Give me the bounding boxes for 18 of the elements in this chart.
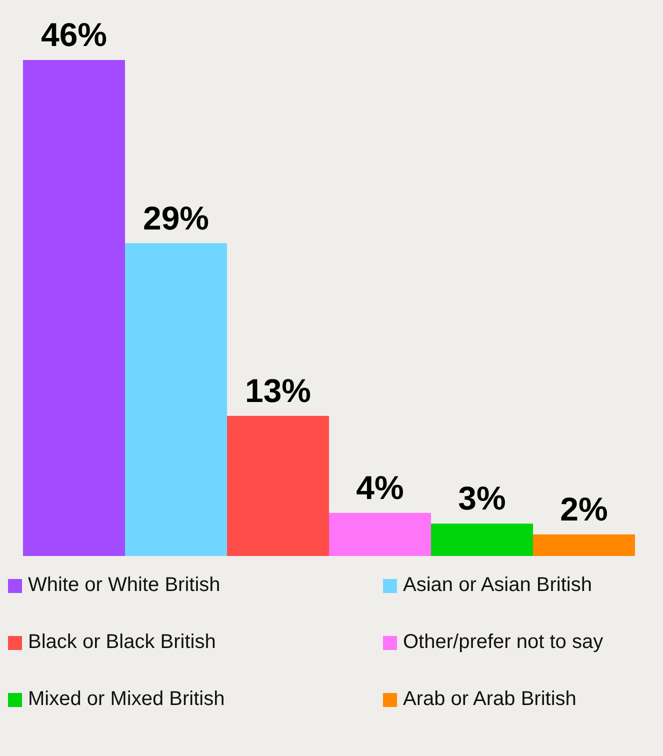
data-label: 3%	[458, 480, 506, 517]
data-label: 4%	[356, 468, 404, 506]
data-label: 29%	[142, 199, 210, 236]
legend-label: Asian or Asian British	[403, 574, 592, 597]
legend-label: Arab or Arab British	[403, 688, 576, 711]
bar	[125, 243, 227, 556]
bar	[227, 416, 329, 556]
legend-label: Black or Black British	[28, 631, 216, 654]
legend-label: Other/prefer not to say	[403, 631, 604, 654]
data-label: 13%	[244, 372, 312, 409]
bar	[23, 60, 125, 556]
data-label: 2%	[560, 490, 608, 528]
bar	[431, 524, 533, 556]
legend-label: White or White British	[28, 574, 220, 597]
legend-label: Mixed or Mixed British	[28, 688, 225, 711]
bar	[533, 534, 635, 556]
bar	[329, 512, 431, 556]
data-label: 46%	[40, 16, 108, 53]
